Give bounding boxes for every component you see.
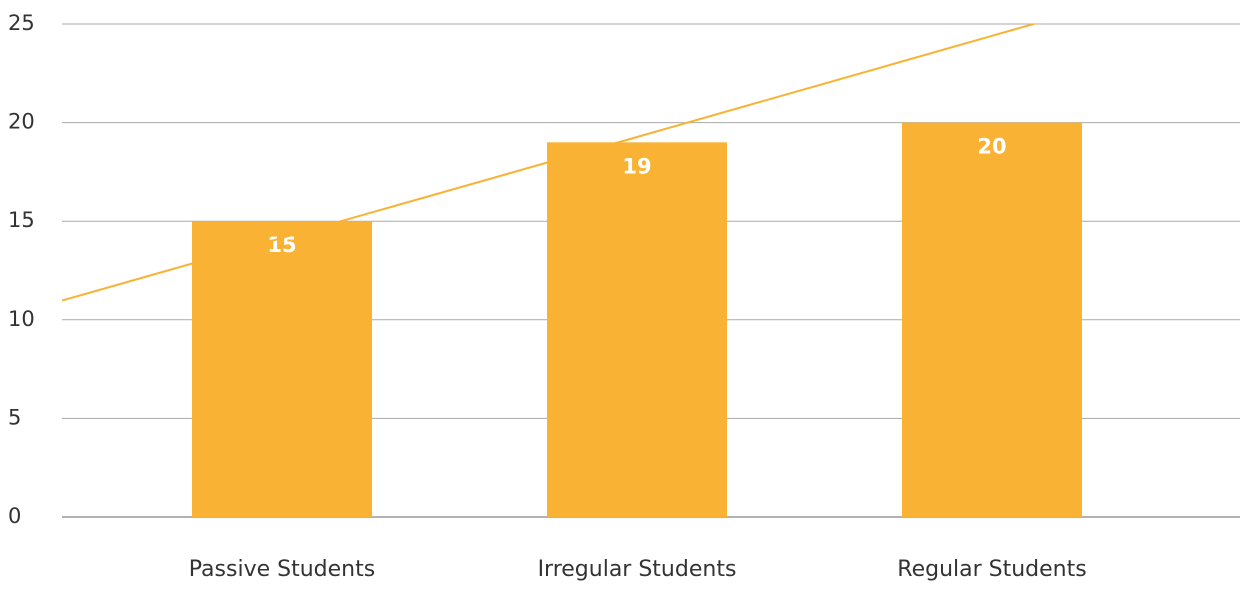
y-tick-label: 25: [8, 11, 35, 35]
y-tick-label: 10: [8, 307, 35, 331]
trend-line: [62, 24, 1038, 302]
x-tick-label: Irregular Students: [538, 557, 737, 582]
bar: [902, 122, 1082, 517]
value-label: 20: [977, 135, 1006, 159]
x-tick-label: Passive Students: [189, 557, 375, 582]
bar: [192, 221, 372, 517]
y-tick-label: 15: [8, 208, 35, 232]
value-label: 15: [267, 233, 296, 257]
value-label: 19: [622, 154, 651, 178]
y-tick-label: 20: [8, 110, 35, 134]
y-tick-label: 0: [8, 504, 21, 528]
trend-group: [62, 24, 1038, 302]
bar: [547, 142, 727, 517]
x-tick-label: Regular Students: [897, 557, 1086, 582]
y-tick-label: 5: [8, 405, 21, 429]
